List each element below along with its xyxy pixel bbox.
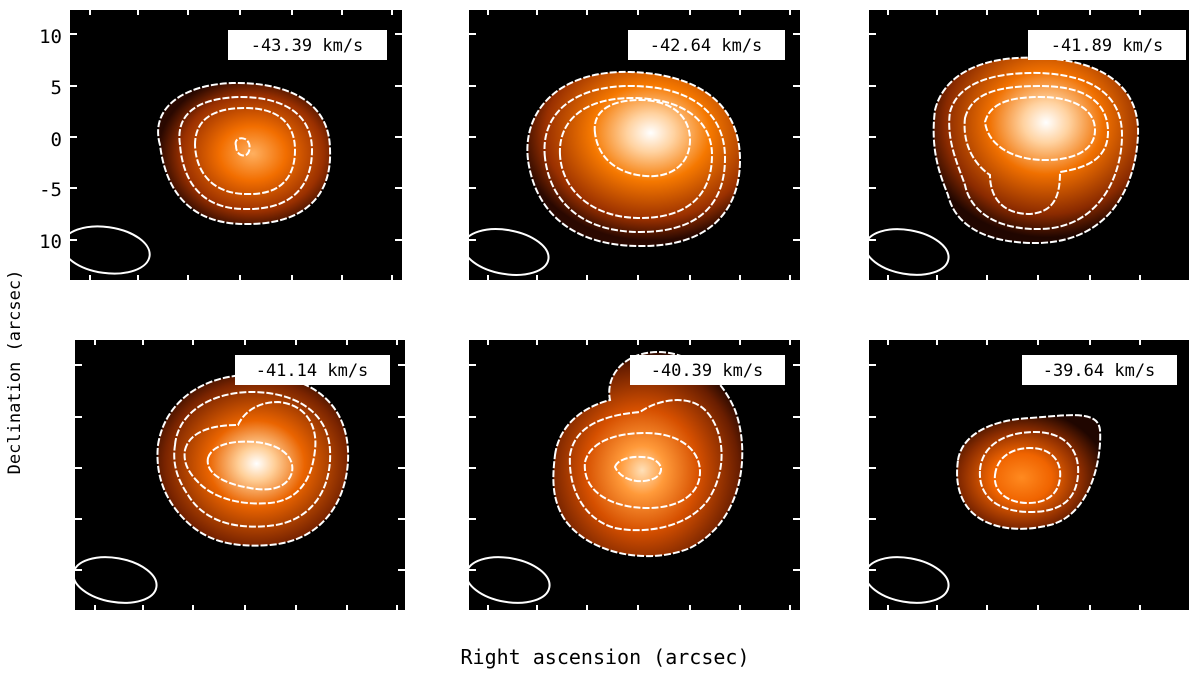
velocity-label-box [228,30,387,60]
contour-lines [526,70,742,248]
x-axis-label: Right ascension (arcsec) [461,645,750,669]
emission-blob [527,71,740,247]
y-tick-label: 5 [51,77,62,99]
velocity-label-box [630,355,785,385]
axis-ticks [869,340,1141,610]
beam-ellipse [864,228,950,276]
y-tick-label: 0 [51,129,62,151]
channel-panel-1: -43.39 km/s [61,10,402,280]
emission-blob [158,82,331,225]
velocity-label-box [235,355,390,385]
channel-panel-6: -39.64 km/s [864,340,1189,610]
axis-ticks [75,340,405,610]
emission-blob [933,57,1139,244]
velocity-label: -41.14 km/s [256,361,369,381]
velocity-label: -41.89 km/s [1051,36,1164,56]
channel-panel-2: -42.64 km/s [462,10,800,280]
velocity-label-box [1028,30,1186,60]
contour-lines [157,81,332,226]
beam-ellipse [61,225,151,275]
y-tick-label: 10 [39,26,62,48]
velocity-label: -39.64 km/s [1043,361,1156,381]
velocity-label: -40.39 km/s [651,361,764,381]
velocity-label: -43.39 km/s [251,36,364,56]
velocity-label-box [628,30,785,60]
axis-ticks [70,10,402,280]
beam-ellipse [465,556,551,604]
contour-lines [956,414,1102,530]
y-axis-label: Declination (arcsec) [5,270,25,475]
beam-ellipse [864,556,950,604]
emission-blob [157,374,349,546]
y-tick-label: 10 [39,231,62,253]
axis-ticks [469,340,800,610]
velocity-label: -42.64 km/s [650,36,763,56]
axis-ticks [869,10,1141,280]
beam-ellipse [72,556,158,604]
contour-lines [932,56,1140,245]
channel-panel-4: -41.14 km/s [72,340,405,610]
channel-panel-5: -40.39 km/s [465,340,800,610]
contour-lines [552,350,744,558]
y-tick-label: -5 [39,179,62,201]
contour-lines [156,373,350,547]
velocity-label-box [1022,355,1177,385]
axis-ticks [469,10,800,280]
beam-ellipse [462,228,550,276]
channel-panel-3: -41.89 km/s [864,10,1189,280]
